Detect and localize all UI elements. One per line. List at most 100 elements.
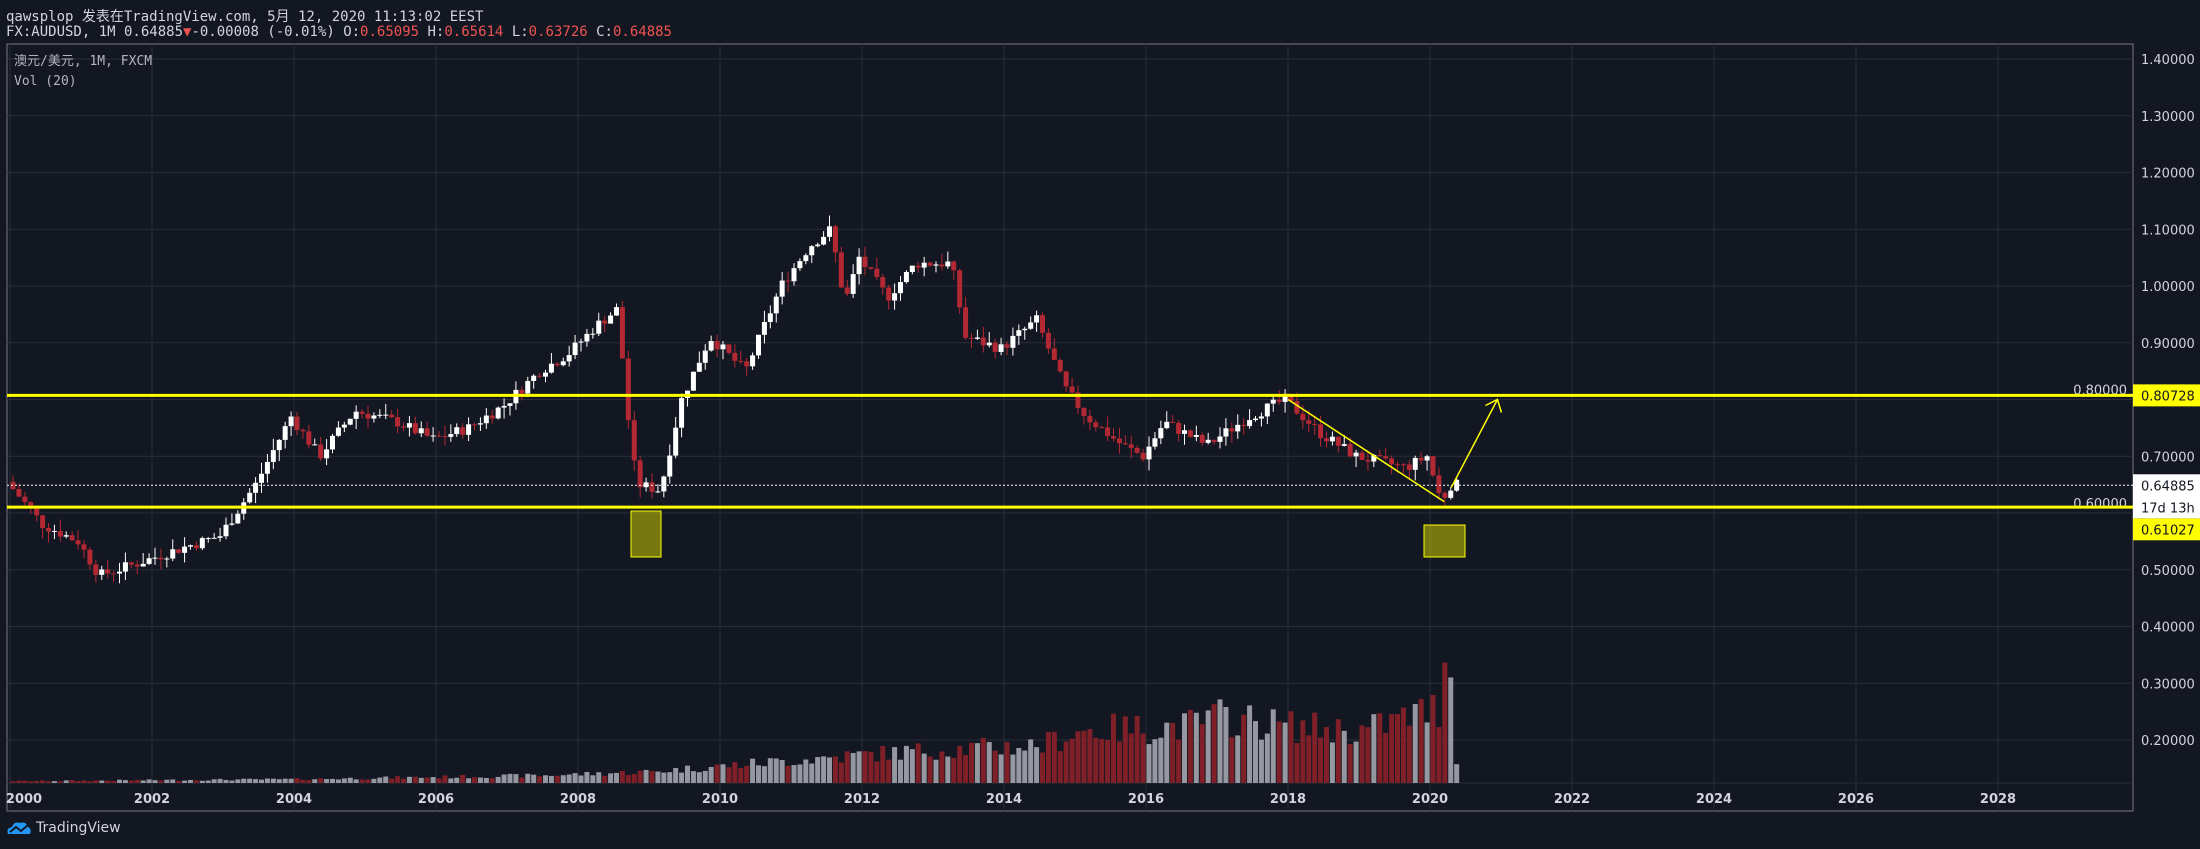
volume-bar [1182,713,1187,783]
volume-bar [1300,720,1306,783]
tradingview-logo: TradingView [6,820,121,836]
candle-body [335,427,341,436]
candle-body [566,355,572,362]
volume-bar [761,766,767,783]
volume-bar [1288,711,1294,783]
year-tick-label: 2018 [1270,792,1306,807]
candle-body [1288,393,1294,402]
candle-body [531,375,537,381]
candle-body [892,293,898,301]
volume-bar [371,778,377,783]
candle-body [1010,335,1016,348]
volume-bar [1069,738,1075,783]
volume-bar [270,778,276,783]
candle-body [572,342,578,356]
year-tick-label: 2026 [1838,792,1874,807]
candle-body [1324,438,1329,442]
candle-body [738,360,744,362]
volume-bar [1111,713,1116,783]
candle-body [128,562,134,565]
volume-bar [868,751,874,783]
candle-body [862,256,868,268]
volume-bar [838,762,844,783]
volume-bar [193,780,199,783]
volume-bar [1087,729,1093,783]
volume-bar [744,765,750,783]
volume-bar [880,745,886,783]
candle-body [247,492,253,503]
candle-body [347,418,353,425]
volume-bar [418,777,424,783]
candle-body [1211,439,1217,442]
candle-body [1276,399,1282,402]
volume-bar [856,751,862,783]
candle-body [454,427,460,435]
candle-body [217,536,223,538]
volume-bar [903,745,909,783]
volume-bar [477,777,483,783]
candle-body [93,564,99,575]
volume-bar [1430,694,1436,783]
highlight-box [630,510,662,558]
candle-body [1093,422,1099,428]
level-price-label: 0.61027 [2141,523,2195,538]
volume-bar [264,778,270,783]
volume-bar [1412,704,1418,783]
volume-bar [590,775,596,783]
candle-body [51,530,57,532]
volume-bar [702,770,708,783]
volume-bar [1116,741,1122,783]
volume-bar [205,780,211,783]
candle-body [401,426,406,428]
close-value: 0.64885 [612,24,672,40]
volume-bar [401,778,406,783]
volume-bar [1223,707,1229,783]
candle-body [22,496,28,503]
volume-bar [353,779,359,783]
candle-body [330,435,335,450]
candle-body [1170,421,1176,423]
volume-bar [1276,721,1282,783]
volume-bar [412,776,418,783]
volume-bar [1347,743,1353,783]
candle-body [383,414,389,416]
candle-body [1412,457,1418,470]
candle-body [99,569,105,575]
candle-body [359,411,365,414]
volume-bar [886,759,892,783]
symbol-info: FX:AUDUSD, 1M 0.64885 [6,24,184,40]
candle-body [1223,428,1229,437]
volume-bar [1170,723,1176,783]
candle-body [1152,438,1158,447]
candle-body [898,282,903,294]
volume-bar [22,780,28,783]
volume-bar [1051,731,1057,783]
candle-body [708,341,714,351]
volume-bar [335,779,341,783]
candle-body [111,573,117,575]
candle-body [1022,328,1028,331]
year-tick-label: 2024 [1696,792,1732,807]
volume-bar [732,762,738,783]
volume-bar [531,774,537,783]
volume-bar [341,778,347,783]
volume-bar [969,742,974,783]
candle-body [377,414,383,416]
volume-bar [1371,714,1377,783]
price-tick-label: 1.30000 [2141,110,2195,125]
volume-bar [696,772,702,783]
volume-bar [10,781,16,783]
candle-body [631,420,637,461]
candle-body [525,380,531,394]
volume-indicator-label: Vol (20) [14,74,77,89]
volume-bar [377,777,383,783]
volume-bar [1057,751,1063,783]
series-title: 澳元/美元, 1M, FXCM [14,54,153,69]
volume-bar [454,777,460,783]
candle-body [767,313,773,322]
price-tick-label: 0.40000 [2141,621,2195,636]
candle-body [548,363,554,373]
volume-bar [785,765,791,783]
candle-body [1377,455,1383,457]
